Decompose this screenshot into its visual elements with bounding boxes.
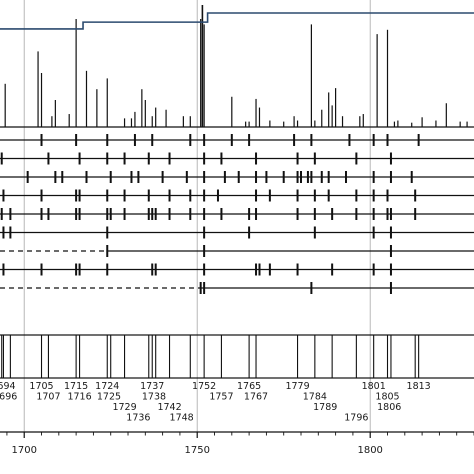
event-bar-frame (0, 334, 474, 379)
year-label-1789: 1789 (313, 402, 337, 413)
tick-label-1700: 1700 (11, 445, 36, 456)
year-label-1724: 1724 (95, 381, 119, 392)
year-label-1765: 1765 (237, 381, 261, 392)
step-line (0, 12, 474, 30)
year-label-1725: 1725 (97, 392, 121, 403)
x-axis: 1700 1750 1800 (0, 431, 474, 456)
year-label-1729: 1729 (112, 402, 136, 413)
year-label-1767: 1767 (244, 392, 268, 403)
year-label-1796: 1796 (344, 413, 368, 424)
year-label-1736: 1736 (126, 413, 150, 424)
year-label-1705: 1705 (29, 381, 53, 392)
year-label-1748: 1748 (170, 413, 194, 424)
year-label-1757: 1757 (209, 392, 233, 403)
year-label-1694: 1694 (0, 381, 16, 392)
year-label-1784: 1784 (303, 392, 327, 403)
year-label-1806: 1806 (377, 402, 401, 413)
event-bar-panel (0, 334, 474, 379)
year-label-1737: 1737 (140, 381, 164, 392)
tick-label-1750: 1750 (184, 445, 209, 456)
year-label-1742: 1742 (157, 402, 181, 413)
year-label-1752: 1752 (192, 381, 216, 392)
year-label-1813: 1813 (407, 381, 431, 392)
year-label-1707: 1707 (36, 392, 60, 403)
event-tracks (0, 134, 474, 294)
year-label-1801: 1801 (362, 381, 386, 392)
year-label-1716: 1716 (67, 392, 91, 403)
year-label-1779: 1779 (285, 381, 309, 392)
year-label-1715: 1715 (64, 381, 88, 392)
year-label-1738: 1738 (142, 392, 166, 403)
year-label-1696: 1696 (0, 392, 17, 403)
year-label-1805: 1805 (375, 392, 399, 403)
tick-label-1800: 1800 (357, 445, 382, 456)
grid-lines (23, 0, 371, 432)
top-panel (0, 5, 474, 128)
